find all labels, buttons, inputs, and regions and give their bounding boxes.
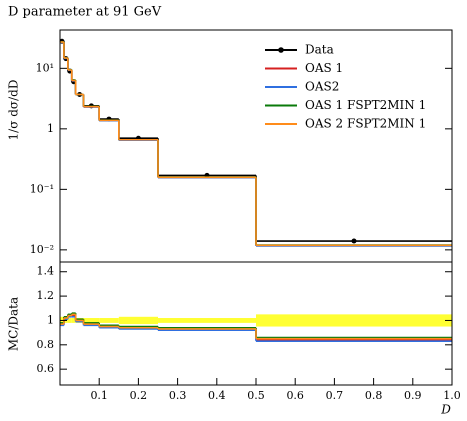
x-tick-label: 0.7 [326, 389, 344, 402]
legend-label: OAS 2 FSPT2MIN 1 [305, 117, 426, 131]
y-tick-label: 10¹ [36, 61, 54, 74]
y-tick-label: 10⁻² [30, 243, 54, 256]
y-tick-label: 0.6 [37, 362, 55, 375]
legend-label: OAS2 [305, 80, 339, 94]
x-tick-label: 0.9 [404, 389, 422, 402]
uncertainty-band [158, 318, 256, 323]
x-tick-label: 1.0 [443, 389, 461, 402]
y-tick-label: 1 [47, 313, 54, 326]
x-tick-label: 0.1 [90, 389, 108, 402]
legend-marker [278, 47, 284, 53]
x-axis-label: D [440, 403, 451, 417]
uncertainty-band [99, 318, 119, 323]
x-tick-label: 0.5 [247, 389, 265, 402]
uncertainty-band [71, 318, 76, 323]
data-point [351, 238, 357, 244]
x-tick-label: 0.8 [365, 389, 383, 402]
uncertainty-band [256, 314, 452, 327]
x-tick-label: 0.6 [286, 389, 304, 402]
y-tick-label: 1 [47, 122, 54, 135]
x-tick-label: 0.2 [130, 389, 148, 402]
y-tick-label: 0.8 [37, 338, 55, 351]
x-tick-label: 0.3 [169, 389, 187, 402]
uncertainty-band [83, 318, 100, 323]
chart-title: D parameter at 91 GeV [8, 5, 162, 20]
y-tick-label: 1.2 [37, 289, 55, 302]
legend-label: OAS 1 FSPT2MIN 1 [305, 98, 426, 112]
y-axis-label: MC/Data [7, 297, 21, 351]
legend-label: OAS 1 [305, 61, 343, 75]
x-tick-label: 0.4 [208, 389, 226, 402]
y-tick-label: 1.4 [37, 265, 55, 278]
y-tick-label: 10⁻¹ [30, 182, 54, 195]
uncertainty-band [118, 316, 158, 325]
legend-label: Data [305, 43, 334, 57]
y-axis-label: 1/σ dσ/dD [7, 80, 21, 141]
uncertainty-band [67, 318, 72, 323]
